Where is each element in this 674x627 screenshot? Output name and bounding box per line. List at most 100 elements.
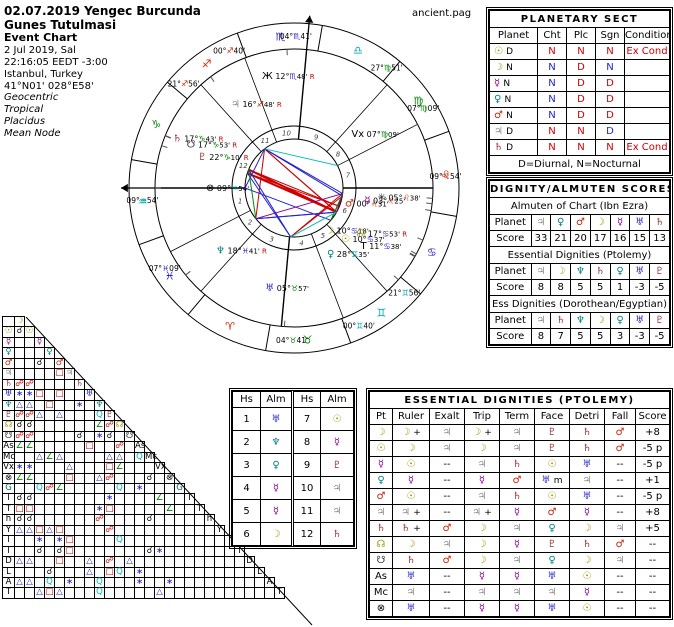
aspect-conj-glyph: ☌ [16, 514, 23, 525]
house-number: 12 [239, 162, 248, 170]
sect-plc: N [566, 139, 596, 156]
house-number: 1 [238, 198, 242, 206]
chart-wheel: ♈ ♉ ♊ ♋ ♌ ♍ ♎ ♏ ♐ ♑ ♒ ♓ 09°♒54' 07°♓09' 04°♉41' 00°♊40'… [118, 14, 474, 366]
aspect-sq-glyph: □ [55, 368, 64, 379]
dignities-cell: ♇ [534, 424, 570, 441]
almuten-score: -5 [649, 279, 670, 296]
uranus-glyph: ♅ [582, 491, 592, 502]
aspect-opp-glyph: ☍ [15, 378, 24, 389]
aspect-sex-glyph: ∗ [55, 535, 64, 546]
planet-label-snode: ☋ 17°♑53' R [186, 140, 237, 151]
sun-glyph: ☉ [376, 443, 386, 454]
aspect-tri-glyph: △ [156, 587, 163, 598]
aspect-line [290, 211, 337, 238]
dignities-point: Mc [369, 584, 393, 601]
dignities-cell: ♃ [499, 424, 535, 441]
sect-cht: N [537, 123, 567, 140]
aspect-sex-glyph: ∗ [15, 389, 24, 400]
hsalm-house: 9 [291, 453, 321, 477]
hsalm-house: 7 [291, 407, 321, 431]
cusp-degree-label: 21°♐56' [168, 79, 200, 88]
dignities-cell: -- [429, 568, 465, 585]
dignities-score: -5 p [635, 488, 670, 505]
almuten-score: 16 [609, 230, 631, 247]
sect-plc: N [566, 123, 596, 140]
aspect-line [248, 169, 292, 238]
almuten-score: 33 [530, 230, 552, 247]
dignities-title: ESSENTIAL DIGNITIES (PTOLEMY) [404, 394, 635, 406]
mars-glyph: ♂ [376, 491, 386, 502]
hsalm-house: 1 [232, 407, 261, 431]
sect-title: PLANETARY SECT [520, 13, 639, 25]
dignities-cell: ♇ [534, 440, 570, 457]
jupiter-glyph: ♃ [615, 555, 625, 566]
mars-glyph: ♂ [442, 523, 452, 534]
sign-glyph-sagittarius: ♐ [202, 58, 212, 71]
aspect-sq-glyph: □ [25, 503, 34, 514]
mars-glyph: ♂ [615, 443, 625, 454]
aspect-sq-glyph: □ [105, 462, 114, 473]
sect-cht: N [537, 91, 567, 108]
dignities-cell: ☽ [392, 440, 430, 457]
venus-glyph: ♀ [616, 315, 624, 326]
sect-row: ♄ D N N N Ex Cond [489, 139, 670, 156]
aspect-tri-glyph: △ [86, 566, 93, 577]
dignities-cell: ♄ [569, 536, 605, 553]
aspect-line [255, 148, 266, 219]
aspect-ssx-glyph: ∠ [95, 420, 104, 431]
almuten-row-label: Planet [489, 214, 532, 231]
jupiter-glyph: ♃ [536, 217, 546, 228]
aspect-sex-glyph: ∗ [105, 493, 114, 504]
uranus-glyph: ♅ [271, 413, 281, 425]
almuten-score: 21 [550, 230, 572, 247]
aspect-opp-glyph: ☍ [15, 430, 24, 441]
almuten-planet: ♄ [550, 312, 572, 329]
hsalm-house: 10 [291, 476, 321, 500]
moon-glyph: ☽ [477, 523, 487, 534]
moon-glyph: ☽ [472, 427, 482, 438]
cusp-degree-label: 07°♓09' [149, 264, 181, 273]
sect-sgn: N [595, 59, 625, 76]
aspect-line [248, 169, 257, 219]
dignities-point: ☿ [369, 456, 393, 473]
dignities-cell: ♅ [569, 488, 605, 505]
hsalm-house: 12 [291, 522, 321, 546]
house-cusp-line [326, 224, 388, 292]
mercury-glyph: ☿ [407, 475, 415, 486]
moon-glyph: ☽ [595, 315, 605, 326]
saturn-glyph: ♄ [376, 523, 386, 534]
dignities-score: -- [635, 536, 670, 553]
sect-plc: D [566, 75, 596, 92]
planet-label-jupiter: ♃ 16°♐48' R [231, 99, 282, 110]
dignities-cell: ☉ [392, 488, 430, 505]
planet-tick [409, 253, 416, 258]
dignities-point: ♃ [369, 504, 393, 521]
almuten-score: 13 [649, 230, 670, 247]
sect-condition: Ex Cond [624, 139, 670, 156]
aspect-line [244, 148, 266, 189]
sect-planet: ☽ N [489, 59, 538, 76]
planet-label-ast: ✳ 05°♌38' [378, 192, 421, 203]
almuten-score: 8 [530, 279, 552, 296]
dignities-score: +1 [635, 472, 670, 489]
dignities-row: ♃ ♃ + -- ♃ + ☿ ♂ ☿ -- +8 [369, 504, 670, 521]
sect-sgn: D [595, 75, 625, 92]
hsalm-house: 2 [232, 430, 261, 454]
saturn-glyph: ♄ [494, 142, 503, 153]
dignities-row: As ♅ -- ☿ ☿ ♅ ☉ -- -- [369, 568, 670, 585]
dignities-cell: ♅ [534, 568, 570, 585]
sign-boundary [187, 294, 206, 315]
aspect-opp-glyph: ☍ [105, 420, 114, 431]
dignities-cell: ♃ [464, 456, 500, 473]
aspect-sq-glyph: □ [45, 399, 54, 410]
hsalm-house: 3 [232, 453, 261, 477]
dignities-cell: ☽ [464, 552, 500, 569]
dignities-row: ♄ ♄ + ♂ ☽ ♃ ♀ ☽ ♃ +5 [369, 520, 670, 537]
almuten-score: 5 [589, 279, 611, 296]
hsalm-almuten: ☿ [320, 430, 354, 454]
dignities-header: Ruler [392, 408, 430, 425]
aspect-sex-glyph: ∗ [155, 545, 164, 556]
aspect-conj-glyph: ☌ [76, 430, 83, 441]
dignity-flag: + [484, 428, 492, 438]
aspect-tri-glyph: △ [16, 399, 23, 410]
